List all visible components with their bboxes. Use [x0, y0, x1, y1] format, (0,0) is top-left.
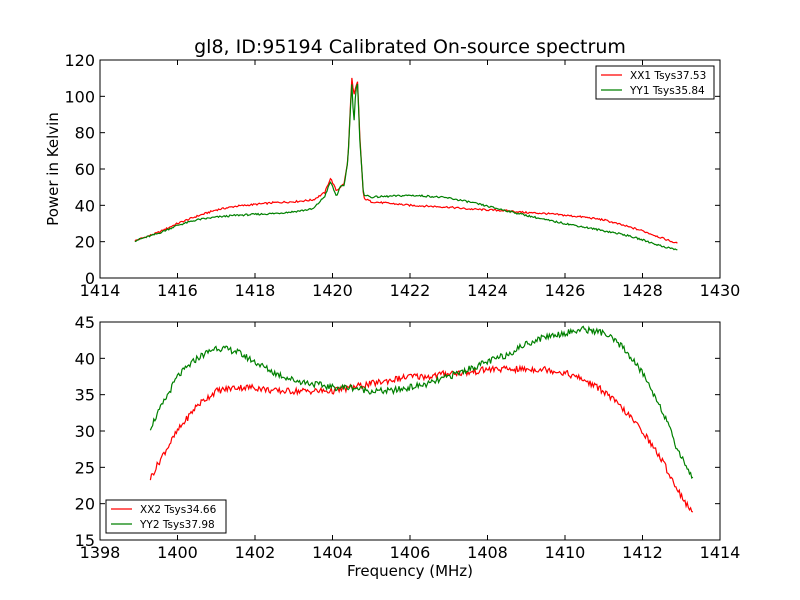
y-tick-label: 100	[64, 87, 95, 106]
bottom-panel: 1398 1400 1402 1404 1406 1408 1410 1412 1414 15 20…	[75, 313, 741, 562]
legend-box	[595, 65, 715, 100]
legend-box	[105, 499, 227, 534]
y-tick-label: 40	[75, 349, 95, 368]
y-tick-label: 40	[75, 196, 95, 215]
x-tick-label: 1398	[80, 543, 121, 562]
legend-label-1: XX1 Tsys37.53	[630, 70, 706, 82]
x-tick-label: 1408	[467, 543, 508, 562]
top-panel: 1414 1416 1418 1420 1422 1424 1426 1428 1430 0 20 4…	[44, 51, 740, 300]
y-tick-label: 60	[75, 160, 95, 179]
legend-label-2: YY2 Tsys37.98	[139, 519, 215, 531]
x-tick-label: 1414	[700, 543, 741, 562]
y-tick-label: 35	[75, 386, 95, 405]
legend: XX1 Tsys37.53 YY1 Tsys35.84	[595, 65, 715, 100]
x-tick-label: 1414	[80, 281, 121, 300]
x-tick-label: 1428	[622, 281, 663, 300]
x-tick-label: 1412	[622, 543, 663, 562]
y-tick-label: 20	[75, 495, 95, 514]
x-axis-label: Frequency (MHz)	[347, 562, 473, 580]
series-line-2	[134, 83, 678, 251]
series-line-1	[134, 77, 678, 244]
y-tick-label: 45	[75, 313, 95, 332]
x-tick-label: 1400	[157, 543, 198, 562]
y-tick-label: 25	[75, 458, 95, 477]
y-axis-label: Power in Kelvin	[44, 112, 62, 226]
x-tick-label: 1422	[390, 281, 431, 300]
legend-label-1: XX2 Tsys34.66	[140, 504, 217, 516]
x-tick-label: 1418	[235, 281, 276, 300]
y-tick-label: 15	[75, 531, 95, 550]
series-line-1	[149, 364, 694, 513]
x-tick-label: 1410	[545, 543, 586, 562]
x-tick-label: 1402	[235, 543, 276, 562]
x-tick-label: 1426	[545, 281, 586, 300]
chart-title: gl8, ID:95194 Calibrated On-source spect…	[194, 36, 626, 58]
x-tick-label: 1404	[312, 543, 353, 562]
y-tick-label: 80	[75, 124, 95, 143]
x-tick-label: 1406	[390, 543, 431, 562]
series-group	[134, 77, 678, 251]
y-tick-label: 0	[85, 269, 95, 288]
x-tick-label: 1420	[312, 281, 353, 300]
x-tick-label: 1430	[700, 281, 741, 300]
y-tick-label: 120	[64, 51, 95, 70]
y-tick-label: 20	[75, 233, 95, 252]
series-line-2	[149, 325, 694, 479]
legend-label-2: YY1 Tsys35.84	[629, 85, 705, 97]
series-group	[149, 325, 694, 513]
legend: XX2 Tsys34.66 YY2 Tsys37.98	[105, 499, 227, 534]
y-tick-label: 30	[75, 422, 95, 441]
x-tick-label: 1416	[157, 281, 198, 300]
x-tick-label: 1424	[467, 281, 508, 300]
